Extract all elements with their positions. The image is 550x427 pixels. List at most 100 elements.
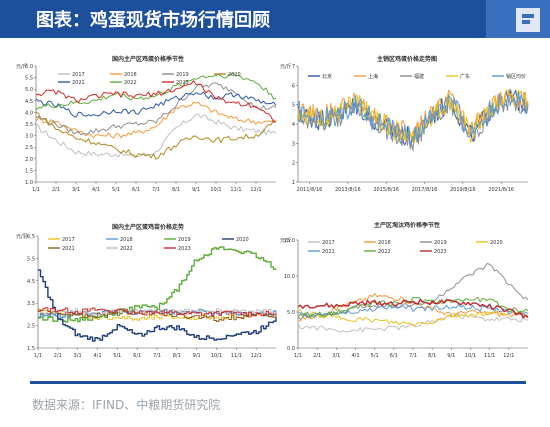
chick-price-chart: 国内主产区蛋鸡苗价格走势 元/羽 1.5 2.5 3.5 4.5 5.5 6.5 1/1 2/1 3… (14, 222, 282, 372)
legend-label: 2022 (124, 80, 137, 86)
series-line-2020 (38, 269, 277, 342)
legend-label: 2018 (120, 237, 133, 243)
y-tick-label: 10.0 (284, 274, 295, 280)
legend-label: 2021 (72, 80, 85, 86)
legend-label: 2018 (378, 240, 391, 246)
x-tick-label: 6/1 (390, 353, 398, 359)
x-tick-label: 8/1 (172, 187, 180, 193)
logo-bar-mid (522, 20, 530, 24)
y-tick-label: 4.0 (25, 110, 33, 116)
legend-label: 2019 (434, 240, 447, 246)
series-line-2019 (38, 246, 277, 323)
footer-divider (30, 381, 526, 384)
y-tick-label: 2.5 (25, 145, 33, 151)
legend-label: 2017 (322, 240, 335, 246)
series-line-2022 (35, 72, 277, 111)
chart-title: 国内主产区蛋鸡苗价格走势 (112, 223, 184, 231)
x-tick-label: 7/1 (409, 353, 417, 359)
series-line-2023 (297, 299, 529, 319)
y-tick-label: 4.5 (25, 99, 33, 105)
y-tick-label: 1.0 (25, 180, 33, 186)
y-tick-label: 5 (292, 103, 295, 109)
y-tick-label: 4.5 (27, 279, 35, 285)
y-tick-label: 1.5 (25, 168, 33, 174)
y-tick-label: 7 (292, 64, 295, 70)
legend-label: 2021 (322, 249, 335, 255)
series-line-福建 (297, 88, 529, 152)
legend-label: 2021 (62, 246, 75, 252)
x-tick-label: 10/1 (210, 187, 221, 193)
y-tick-label: 6.0 (25, 64, 33, 70)
x-tick-label: 4/1 (351, 353, 359, 359)
logo-bar-top (522, 14, 534, 18)
y-tick-label: 5.0 (25, 87, 33, 93)
header-bar: 图表：鸡蛋现货市场行情回顾 (0, 0, 550, 38)
x-tick-label: 12/1 (250, 187, 261, 193)
y-tick-label: 1 (292, 180, 295, 186)
legend-label: 2023 (176, 80, 189, 86)
x-tick-label: 12/1 (503, 353, 514, 359)
legend-label: 2020 (236, 237, 249, 243)
source-note: 数据来源：IFIND、中粮期货研究院 (32, 398, 221, 412)
y-axis-unit: 元/斤 (16, 63, 28, 70)
x-tick-label: 3/1 (74, 353, 82, 359)
chart-title: 主销区鸡蛋价格走势图 (377, 55, 437, 63)
x-tick-label: 2021/8/16 (488, 187, 514, 193)
x-tick-label: 8/1 (173, 353, 181, 359)
series-line-广东 (297, 89, 529, 144)
legend-label: 福建 (414, 73, 424, 80)
chart-title: 主产区淘汰鸡价格季节性 (374, 222, 440, 229)
legend-label: 销区均价 (506, 73, 526, 80)
x-tick-label: 5/1 (371, 353, 379, 359)
x-tick-label: 11/1 (484, 353, 495, 359)
x-tick-label: 10/1 (465, 353, 476, 359)
x-tick-label: 3/1 (332, 353, 340, 359)
sales-region-egg-price-chart: 主销区鸡蛋价格走势图 元/斤 1 2 3 4 5 6 7 2011/8/16 2013/8/16 20… (278, 52, 536, 202)
legend-label: 2018 (124, 72, 137, 78)
x-tick-label: 7/1 (153, 353, 161, 359)
series-line-销区均价 (297, 91, 529, 146)
x-tick-label: 4/1 (93, 353, 101, 359)
y-tick-label: 6 (292, 83, 295, 89)
y-tick-label: 3.5 (25, 122, 33, 128)
x-tick-label: 2017/8/16 (412, 187, 438, 193)
legend-label: 上海 (368, 73, 378, 80)
x-tick-label: 1/1 (294, 353, 302, 359)
y-tick-label: 3.0 (25, 134, 33, 140)
y-axis-unit: 元/斤 (280, 237, 292, 244)
x-tick-label: 4/1 (92, 187, 100, 193)
y-tick-label: 3.5 (27, 301, 35, 307)
legend-label: 2020 (228, 72, 241, 78)
x-tick-label: 5/1 (112, 187, 120, 193)
series-line-2020 (35, 111, 277, 160)
legend-label: 广东 (460, 73, 470, 80)
series-line-2017 (297, 312, 529, 333)
y-tick-label: 5.5 (25, 76, 33, 82)
x-tick-label: 9/1 (192, 187, 200, 193)
x-tick-label: 3/1 (72, 187, 80, 193)
legend-label: 2017 (72, 72, 85, 78)
y-tick-label: 2.0 (25, 157, 33, 163)
series-line-2020 (297, 309, 529, 326)
x-tick-label: 5/1 (113, 353, 121, 359)
series-line-2021 (35, 91, 277, 118)
y-tick-label: 15.0 (284, 238, 295, 244)
legend-label: 2022 (120, 246, 133, 252)
brand-logo (486, 0, 550, 38)
x-tick-label: 2015/8/16 (373, 187, 399, 193)
y-tick-label: 5.0 (287, 310, 295, 316)
x-tick-label: 2013/8/16 (335, 187, 361, 193)
legend-label: 北京 (322, 73, 332, 80)
series-line-2023 (38, 307, 277, 317)
legend-label: 2019 (176, 72, 189, 78)
y-axis-unit: 元/斤 (280, 63, 292, 70)
y-tick-label: 0.0 (287, 346, 295, 352)
legend-label: 2017 (62, 237, 75, 243)
x-tick-label: 1/1 (32, 187, 40, 193)
x-tick-label: 11/1 (230, 187, 241, 193)
x-tick-label: 8/1 (428, 353, 436, 359)
x-tick-label: 6/1 (132, 187, 140, 193)
x-tick-label: 2/1 (313, 353, 321, 359)
